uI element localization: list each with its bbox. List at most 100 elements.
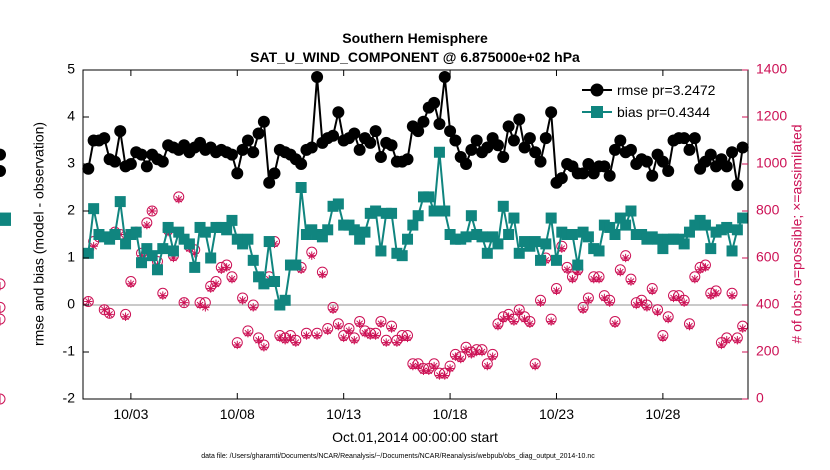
y-right-tick-label: 400 — [756, 296, 780, 312]
bias-point — [535, 254, 547, 266]
bias-point — [359, 226, 371, 238]
obs-assimilated-point — [227, 274, 237, 284]
rmse-point — [140, 160, 153, 173]
obs-assimilated-point — [520, 314, 529, 324]
rmse-point — [332, 106, 345, 119]
rmse-point — [225, 148, 238, 161]
bias-point — [428, 205, 440, 217]
bias-point — [226, 214, 238, 226]
rmse-point — [428, 96, 441, 109]
y-right-tick-label: 800 — [756, 202, 780, 218]
rmse-point — [311, 71, 324, 84]
x-axis-label: Oct.01,2014 00:00:00 start — [332, 429, 498, 445]
bias-point — [322, 224, 334, 236]
bias-point — [242, 233, 254, 245]
obs-assimilated-point — [701, 263, 710, 272]
bias-point — [167, 245, 179, 257]
bias-point — [726, 245, 738, 257]
rmse-point — [241, 134, 254, 147]
obs-assimilated-point — [679, 298, 689, 307]
y-left-tick-label: 4 — [67, 108, 75, 124]
bias-point — [247, 254, 259, 266]
y-left-tick-label: -2 — [63, 390, 76, 406]
obs-assimilated-point — [174, 195, 183, 204]
obs-assimilated-point — [350, 336, 359, 345]
rmse-point — [348, 127, 361, 140]
obs-assimilated-point — [179, 298, 189, 307]
y-left-tick-label: 0 — [67, 296, 75, 312]
obs-assimilated-point — [626, 277, 636, 286]
bias-point — [582, 231, 594, 243]
rmse-point — [481, 141, 494, 154]
obs-possible-point — [146, 205, 158, 217]
rmse-point — [624, 143, 637, 156]
obs-assimilated-point — [483, 361, 492, 371]
bias-point — [205, 252, 217, 264]
obs-assimilated-point — [318, 270, 327, 279]
x-tick-label: 10/08 — [220, 406, 255, 422]
rmse-point — [412, 125, 425, 138]
x-tick-label: 10/13 — [326, 406, 361, 422]
obs-assimilated-point — [339, 333, 348, 343]
obs-assimilated-point — [121, 312, 130, 321]
rmse-point — [577, 167, 590, 180]
rmse-point — [736, 141, 749, 154]
bias-point — [157, 243, 169, 255]
x-tick-label: 10/28 — [645, 406, 680, 422]
bias-point — [678, 238, 690, 250]
obs-assimilated-point — [536, 298, 545, 307]
bias-point — [407, 219, 419, 231]
rmse-point — [582, 158, 595, 170]
rmse-point — [539, 132, 552, 145]
y-left-tick-label: 5 — [67, 61, 75, 77]
bias-point — [497, 200, 509, 212]
rmse-point — [646, 169, 659, 182]
obs-possible-point — [0, 278, 6, 290]
bias-point — [88, 203, 100, 215]
bias-point — [529, 236, 541, 248]
bias-point — [348, 224, 360, 236]
rmse-point — [603, 169, 616, 182]
obs-assimilated-point — [142, 220, 152, 230]
rmse-point — [433, 118, 446, 131]
bias-point — [109, 229, 121, 240]
obs-assimilated-point — [413, 361, 423, 371]
obs-assimilated-point — [711, 289, 721, 298]
obs-assimilated-point — [653, 307, 662, 317]
y-right-tick-label: 0 — [756, 390, 764, 406]
bias-point — [683, 226, 695, 238]
bias-point — [699, 219, 711, 231]
ticks-layer: -2 -1 0 1 2 3 4 5 0 200 400 600 800 1000 1200 1400 10/03… — [63, 61, 788, 422]
rmse-point — [507, 134, 520, 147]
bias-point — [550, 254, 562, 266]
y-right-tick-label: 600 — [756, 249, 780, 265]
rmse-point — [523, 132, 536, 145]
bias-point — [545, 212, 557, 224]
y-right-tick-label: 200 — [756, 343, 780, 359]
obs-assimilated-point — [291, 338, 300, 347]
bias-point — [269, 276, 281, 287]
y-axis-label-right: # of obs: o=possible; ×=assimilated — [789, 124, 805, 343]
bias-point — [460, 231, 472, 243]
obs-possible-point — [98, 304, 110, 316]
obs-assimilated-point — [685, 321, 694, 331]
x-tick-label: 10/18 — [433, 406, 468, 422]
obs-assimilated-point — [371, 331, 380, 340]
bias-point — [476, 231, 488, 243]
bias-point — [396, 250, 408, 262]
rmse-point — [98, 132, 111, 145]
bias-point — [114, 196, 126, 208]
legend-bias-label: bias pr=0.4344 — [617, 104, 710, 120]
obs-assimilated-point — [126, 279, 136, 289]
obs-assimilated-point — [328, 305, 338, 314]
bias-point — [189, 261, 201, 273]
rmse-point — [656, 155, 669, 168]
bias-point — [295, 182, 307, 193]
rmse-point — [726, 146, 739, 159]
bias-point — [620, 219, 632, 231]
bias-point — [433, 146, 445, 158]
rmse-point — [156, 155, 169, 168]
rmse-point — [417, 115, 430, 128]
obs-assimilated-point — [664, 314, 673, 324]
obs-possible-point — [178, 297, 190, 309]
